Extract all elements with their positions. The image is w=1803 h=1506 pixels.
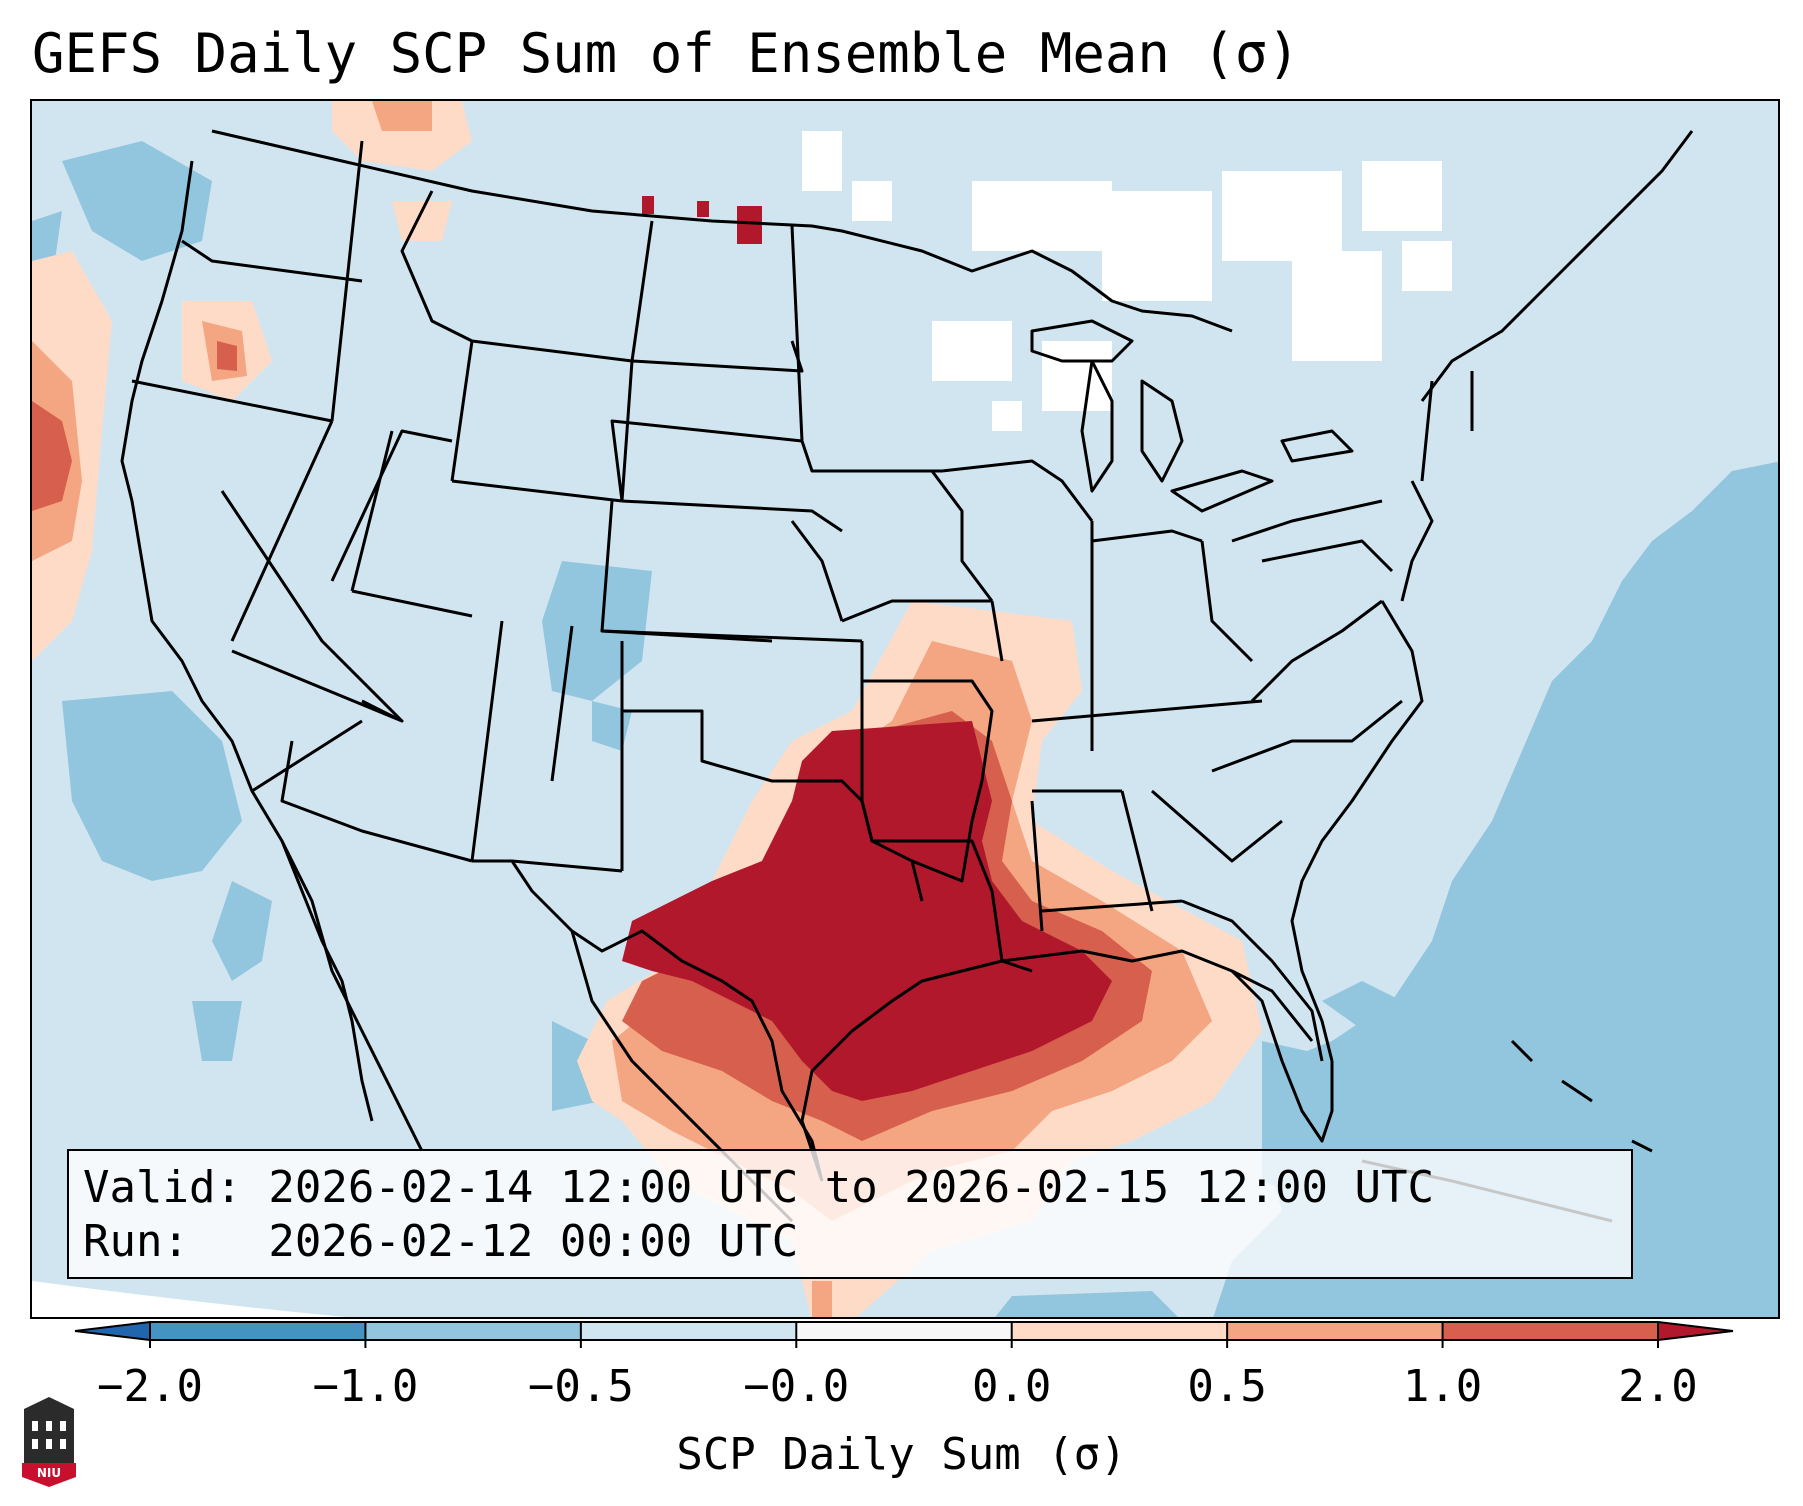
- colorbar-segment: [580, 1322, 797, 1340]
- colorbar-ticks: [149, 1322, 1659, 1348]
- colorbar-tick-label: −2.0: [97, 1361, 203, 1412]
- colorbar-tick-label: 0.0: [971, 1361, 1052, 1412]
- near-zero-regions: [802, 131, 1452, 431]
- plains-positive-region: [577, 601, 1262, 1317]
- colorbar-tick-label: 0.5: [1187, 1361, 1267, 1412]
- colorbar-label: SCP Daily Sum (σ): [676, 1429, 1127, 1480]
- colorbar-segment: [1442, 1322, 1659, 1340]
- map-panel: [30, 99, 1780, 1319]
- colorbar-under-arrow: [74, 1320, 151, 1342]
- colorbar-segments: [150, 1322, 1659, 1340]
- northern-plains-spots: [642, 196, 762, 244]
- colorbar-segment: [796, 1322, 1013, 1340]
- colorbar-tick-label: 2.0: [1618, 1361, 1698, 1412]
- scp-map: [32, 101, 1778, 1317]
- colorbar-segment: [150, 1322, 366, 1340]
- run-time-line: Run: 2026-02-12 00:00 UTC: [83, 1216, 799, 1267]
- colorbar-segment: [1011, 1322, 1228, 1340]
- colorbar-over-arrow: [1657, 1320, 1734, 1342]
- colorbar: [74, 1320, 1734, 1348]
- figure-title: GEFS Daily SCP Sum of Ensemble Mean (σ): [32, 22, 1300, 85]
- logo-text: NIU: [37, 1466, 61, 1480]
- valid-time-line: Valid: 2026-02-14 12:00 UTC to 2026-02-1…: [83, 1162, 1435, 1213]
- colorbar-segment: [1227, 1322, 1444, 1340]
- colorbar-tick-label: −1.0: [312, 1361, 419, 1412]
- colorbar-tick-label: −0.0: [743, 1361, 850, 1412]
- colorbar-tick-label: 1.0: [1402, 1361, 1483, 1412]
- valid-run-info: Valid: 2026-02-14 12:00 UTC to 2026-02-1…: [67, 1149, 1633, 1279]
- niu-logo: NIU: [22, 1397, 76, 1487]
- colorbar-tick-label: −0.5: [527, 1361, 634, 1412]
- west-positive-band: [32, 101, 472, 661]
- colorbar-segment: [365, 1322, 582, 1340]
